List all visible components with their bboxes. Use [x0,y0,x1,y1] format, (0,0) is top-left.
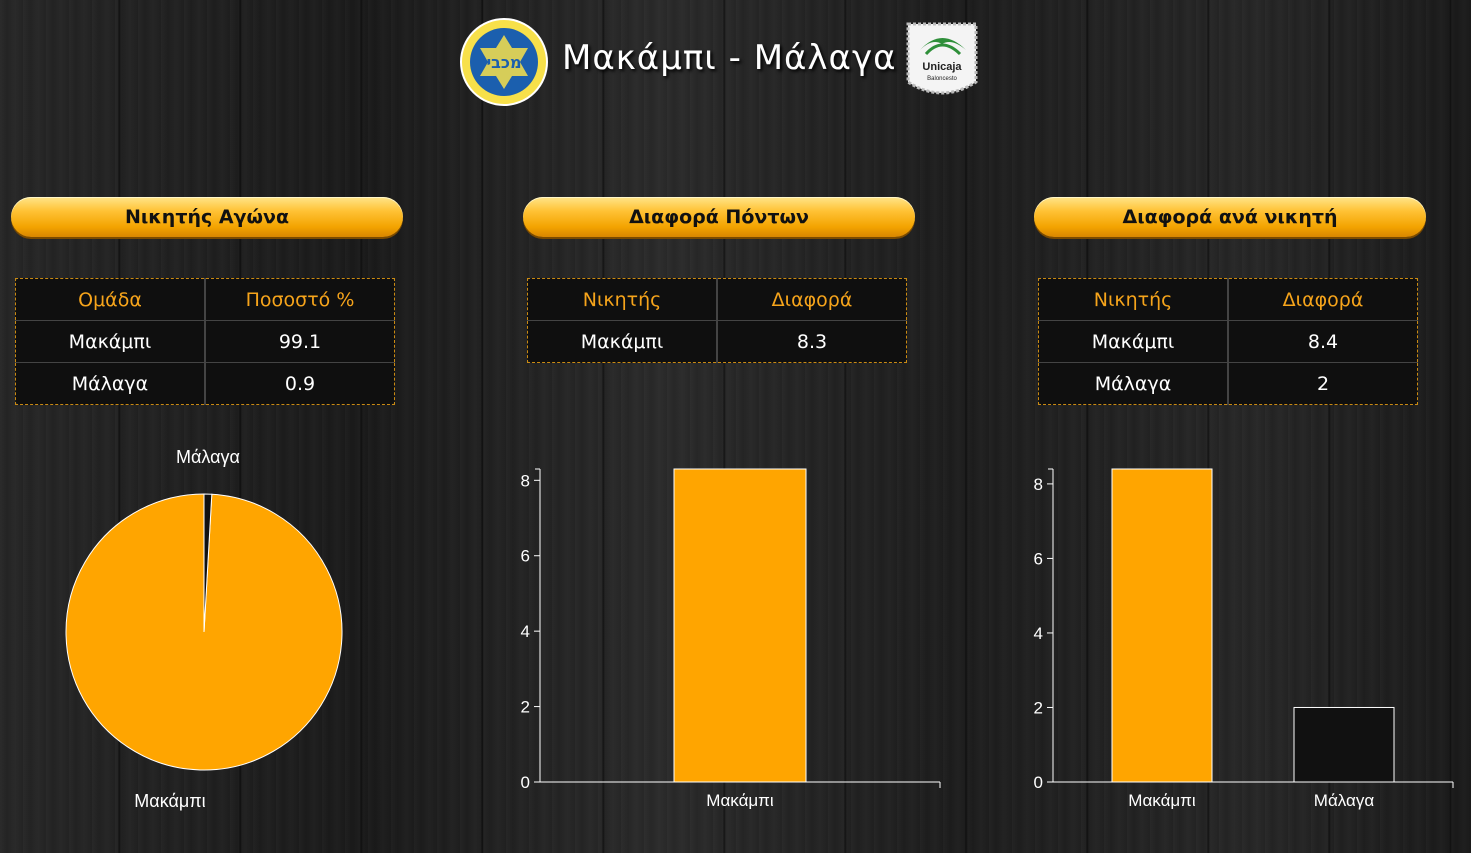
table-header-cell: Ομάδα [15,278,206,321]
table-row: Μακάμπι 8.3 [527,320,907,363]
table-cell: Μάλαγα [15,362,206,405]
y-tick-label: 0 [521,773,530,792]
section-title-points-diff: Διαφορά Πόντων [523,197,915,237]
bar [1111,468,1213,783]
table-row: Μάλαγα 0.9 [15,362,395,405]
bar [1293,706,1395,783]
table-cell: 2 [1316,372,1330,395]
winner-table: Ομάδα Ποσοστό % Μακάμπι 99.1 Μάλαγα 0.9 [15,278,395,405]
table-header-row: Ομάδα Ποσοστό % [15,278,395,321]
x-tick-label: Μάλαγα [1314,791,1375,810]
pie-slice-label: Μακάμπι [134,791,205,811]
y-tick-label: 4 [521,622,530,641]
table-cell: Μάλαγα [1038,362,1230,405]
pie-slice [203,493,213,633]
y-tick-label: 2 [1034,698,1043,717]
unicaja-logo: Unicaja Baloncesto [906,22,978,95]
unicaja-logo-text: Unicaja [922,61,962,73]
table-row: Μάλαγα 2 [1038,362,1418,405]
table-cell: 8.3 [796,330,828,353]
table-header-cell: Διαφορά [717,278,907,321]
y-tick-label: 6 [1034,549,1043,568]
table-row: Μακάμπι 99.1 [15,320,395,363]
table-header-cell: Ποσοστό % [204,278,395,321]
table-header-cell: Διαφορά [1228,278,1418,321]
y-tick-label: 6 [521,547,530,566]
diff-per-winner-table: Νικητής Διαφορά Μακάμπι 8.4 Μάλαγα 2 [1038,278,1418,405]
table-cell: 8.4 [1228,320,1418,363]
match-title: Μακάμπι - Μάλαγα [562,38,897,78]
table-cell: Μακάμπι [15,320,206,363]
table-header-cell: Νικητής [527,278,719,321]
maccabi-logo: מכבי [460,18,548,106]
table-cell: Μακάμπι [527,320,719,363]
table-row: Μακάμπι 8.4 [1038,320,1418,363]
table-cell: 99.1 [204,320,395,363]
table-header-row: Νικητής Διαφορά [527,278,907,321]
pie-slice-label: Μάλαγα [176,447,240,467]
x-tick-label: Μακάμπι [1128,791,1196,810]
match-header: מכבי Μακάμπι - Μάλαγα Unicaja Baloncesto [458,16,988,108]
points-diff-bar-chart: 0 2 4 6 8 Μακάμπι [521,468,941,810]
table-header-cell: Νικητής [1038,278,1230,321]
table-cell: Μακάμπι [1038,320,1230,363]
section-title-diff-per-winner: Διαφορά ανά νικητή [1034,197,1426,237]
winner-pie-chart: Μακάμπι Μάλαγα [65,447,343,811]
table-header-row: Νικητής Διαφορά [1038,278,1418,321]
bar [673,468,807,783]
y-tick-label: 8 [1034,475,1043,494]
y-tick-label: 2 [521,698,530,717]
y-tick-label: 8 [521,471,530,490]
points-diff-table: Νικητής Διαφορά Μακάμπι 8.3 [527,278,907,363]
diff-per-winner-bar-chart: 0 2 4 6 8 Μακάμπι Μάλαγα [1034,468,1454,810]
y-tick-label: 4 [1034,624,1043,643]
y-tick-label: 0 [1034,773,1043,792]
section-title-match-winner: Νικητής Αγώνα [11,197,403,237]
x-tick-label: Μακάμπι [706,791,774,810]
maccabi-logo-text: מכבי [486,53,521,72]
table-cell: 0.9 [284,372,316,395]
unicaja-logo-subtext: Baloncesto [927,76,957,82]
